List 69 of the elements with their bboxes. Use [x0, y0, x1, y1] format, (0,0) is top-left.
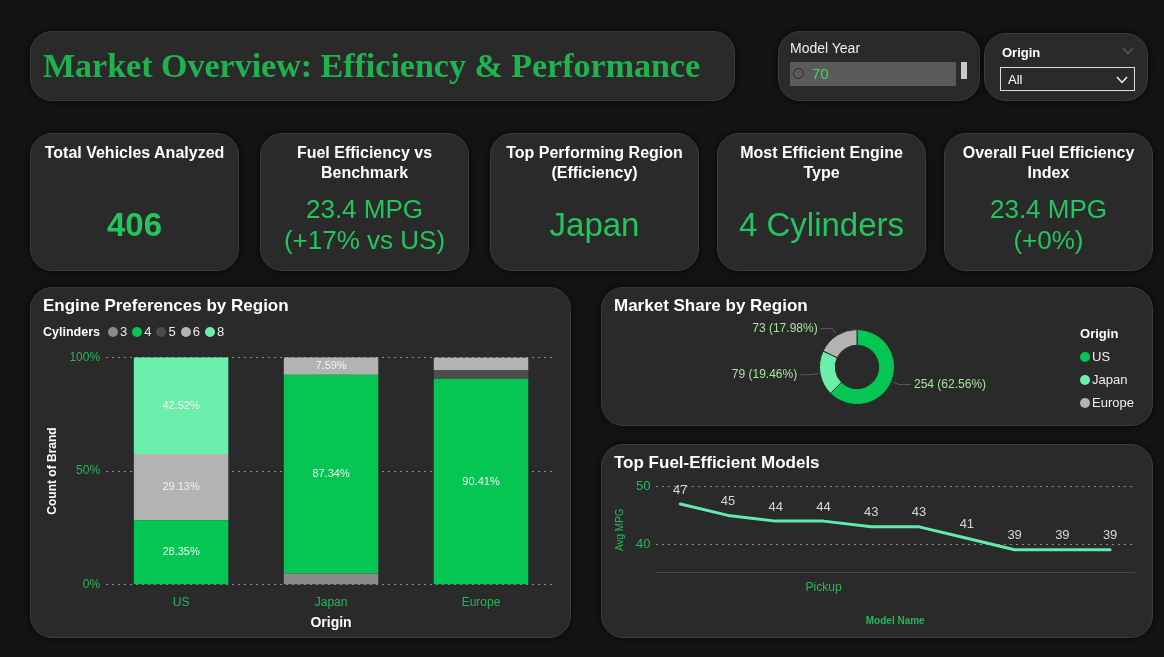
text: 406	[106, 206, 163, 244]
legend-label: 8	[216, 324, 225, 339]
text: All	[1008, 72, 1023, 87]
data-label: 87.34%	[312, 467, 350, 480]
legend-label: 3	[119, 324, 128, 339]
data-label: 43	[864, 504, 879, 520]
x-tick-label: Japan	[314, 595, 348, 610]
data-label: 41	[959, 515, 975, 531]
bar	[133, 453, 229, 521]
data-label: 45	[720, 492, 736, 508]
data-label: 90.41%	[462, 474, 500, 487]
text: (+0%)	[1013, 225, 1084, 256]
text: Origin	[1002, 45, 1041, 60]
legend-label: 6	[192, 324, 200, 339]
text: Market Overview: Efficiency & Performance	[43, 46, 701, 86]
text: 23.4 MPG	[989, 194, 1108, 225]
data-label: 254 (62.56%)	[914, 376, 987, 391]
text: 4 Cylinders	[738, 206, 905, 244]
bar	[283, 374, 379, 574]
data-label: 39	[1055, 527, 1070, 543]
data-label: 44	[816, 498, 831, 514]
legend-label: Japan	[1092, 372, 1128, 387]
x-tick-label: Pickup	[805, 580, 842, 595]
bar	[133, 357, 229, 454]
data-label: 29.13%	[162, 480, 200, 493]
text: 23.4 MPG	[305, 194, 424, 225]
text: Top Performing Region (Efficiency)	[505, 143, 684, 183]
text: Fuel Efficiency vs Benchmark	[295, 143, 434, 183]
data-label: 7.59%	[315, 359, 347, 372]
data-label: 73 (17.98%)	[752, 320, 818, 335]
data-label: 43	[911, 504, 927, 520]
legend-label: 4	[144, 324, 152, 339]
x-axis-title: Origin	[310, 614, 352, 631]
x-tick-label: US	[172, 595, 190, 610]
legend-label: Europe	[1092, 395, 1134, 410]
chart-title: Market Share by Region	[614, 296, 808, 316]
data-label: 28.35%	[162, 545, 200, 558]
y-tick-label: 50%	[76, 463, 101, 478]
y-axis-title: Avg MPG	[613, 508, 625, 551]
y-axis-title: Count of Brand	[44, 427, 59, 515]
legend-title: Cylinders	[43, 324, 100, 339]
bar	[433, 357, 529, 370]
text: Total Vehicles Analyzed	[43, 143, 226, 163]
legend-label: 5	[168, 324, 176, 339]
chart-title: Top Fuel-Efficient Models	[614, 453, 820, 473]
x-axis-title: Model Name	[865, 614, 926, 626]
legend-label: US	[1092, 349, 1111, 364]
y-tick-label: 0%	[82, 577, 101, 592]
bar	[433, 369, 529, 380]
bar	[433, 379, 529, 585]
y-tick-label: 40	[635, 535, 651, 551]
text: Japan	[549, 206, 640, 244]
text: 70	[812, 65, 829, 83]
chart-title: Engine Preferences by Region	[43, 296, 289, 316]
bar	[133, 520, 229, 585]
text: Model Year	[790, 40, 861, 56]
data-label: 42.52%	[162, 398, 200, 411]
text: (+17% vs US)	[283, 225, 446, 256]
y-tick-label: 50	[635, 478, 651, 494]
y-tick-label: 100%	[69, 349, 101, 364]
text: Most Efficient Engine Type	[739, 143, 904, 183]
data-label: 79 (19.46%)	[731, 367, 798, 382]
data-label: 39	[1102, 527, 1118, 543]
legend-title: Origin	[1080, 326, 1119, 341]
x-tick-label: Europe	[461, 595, 501, 610]
data-label: 47	[673, 481, 688, 497]
data-label: 39	[1007, 527, 1022, 543]
data-label: 44	[768, 498, 784, 514]
text: Overall Fuel Efficiency Index	[961, 143, 1136, 183]
